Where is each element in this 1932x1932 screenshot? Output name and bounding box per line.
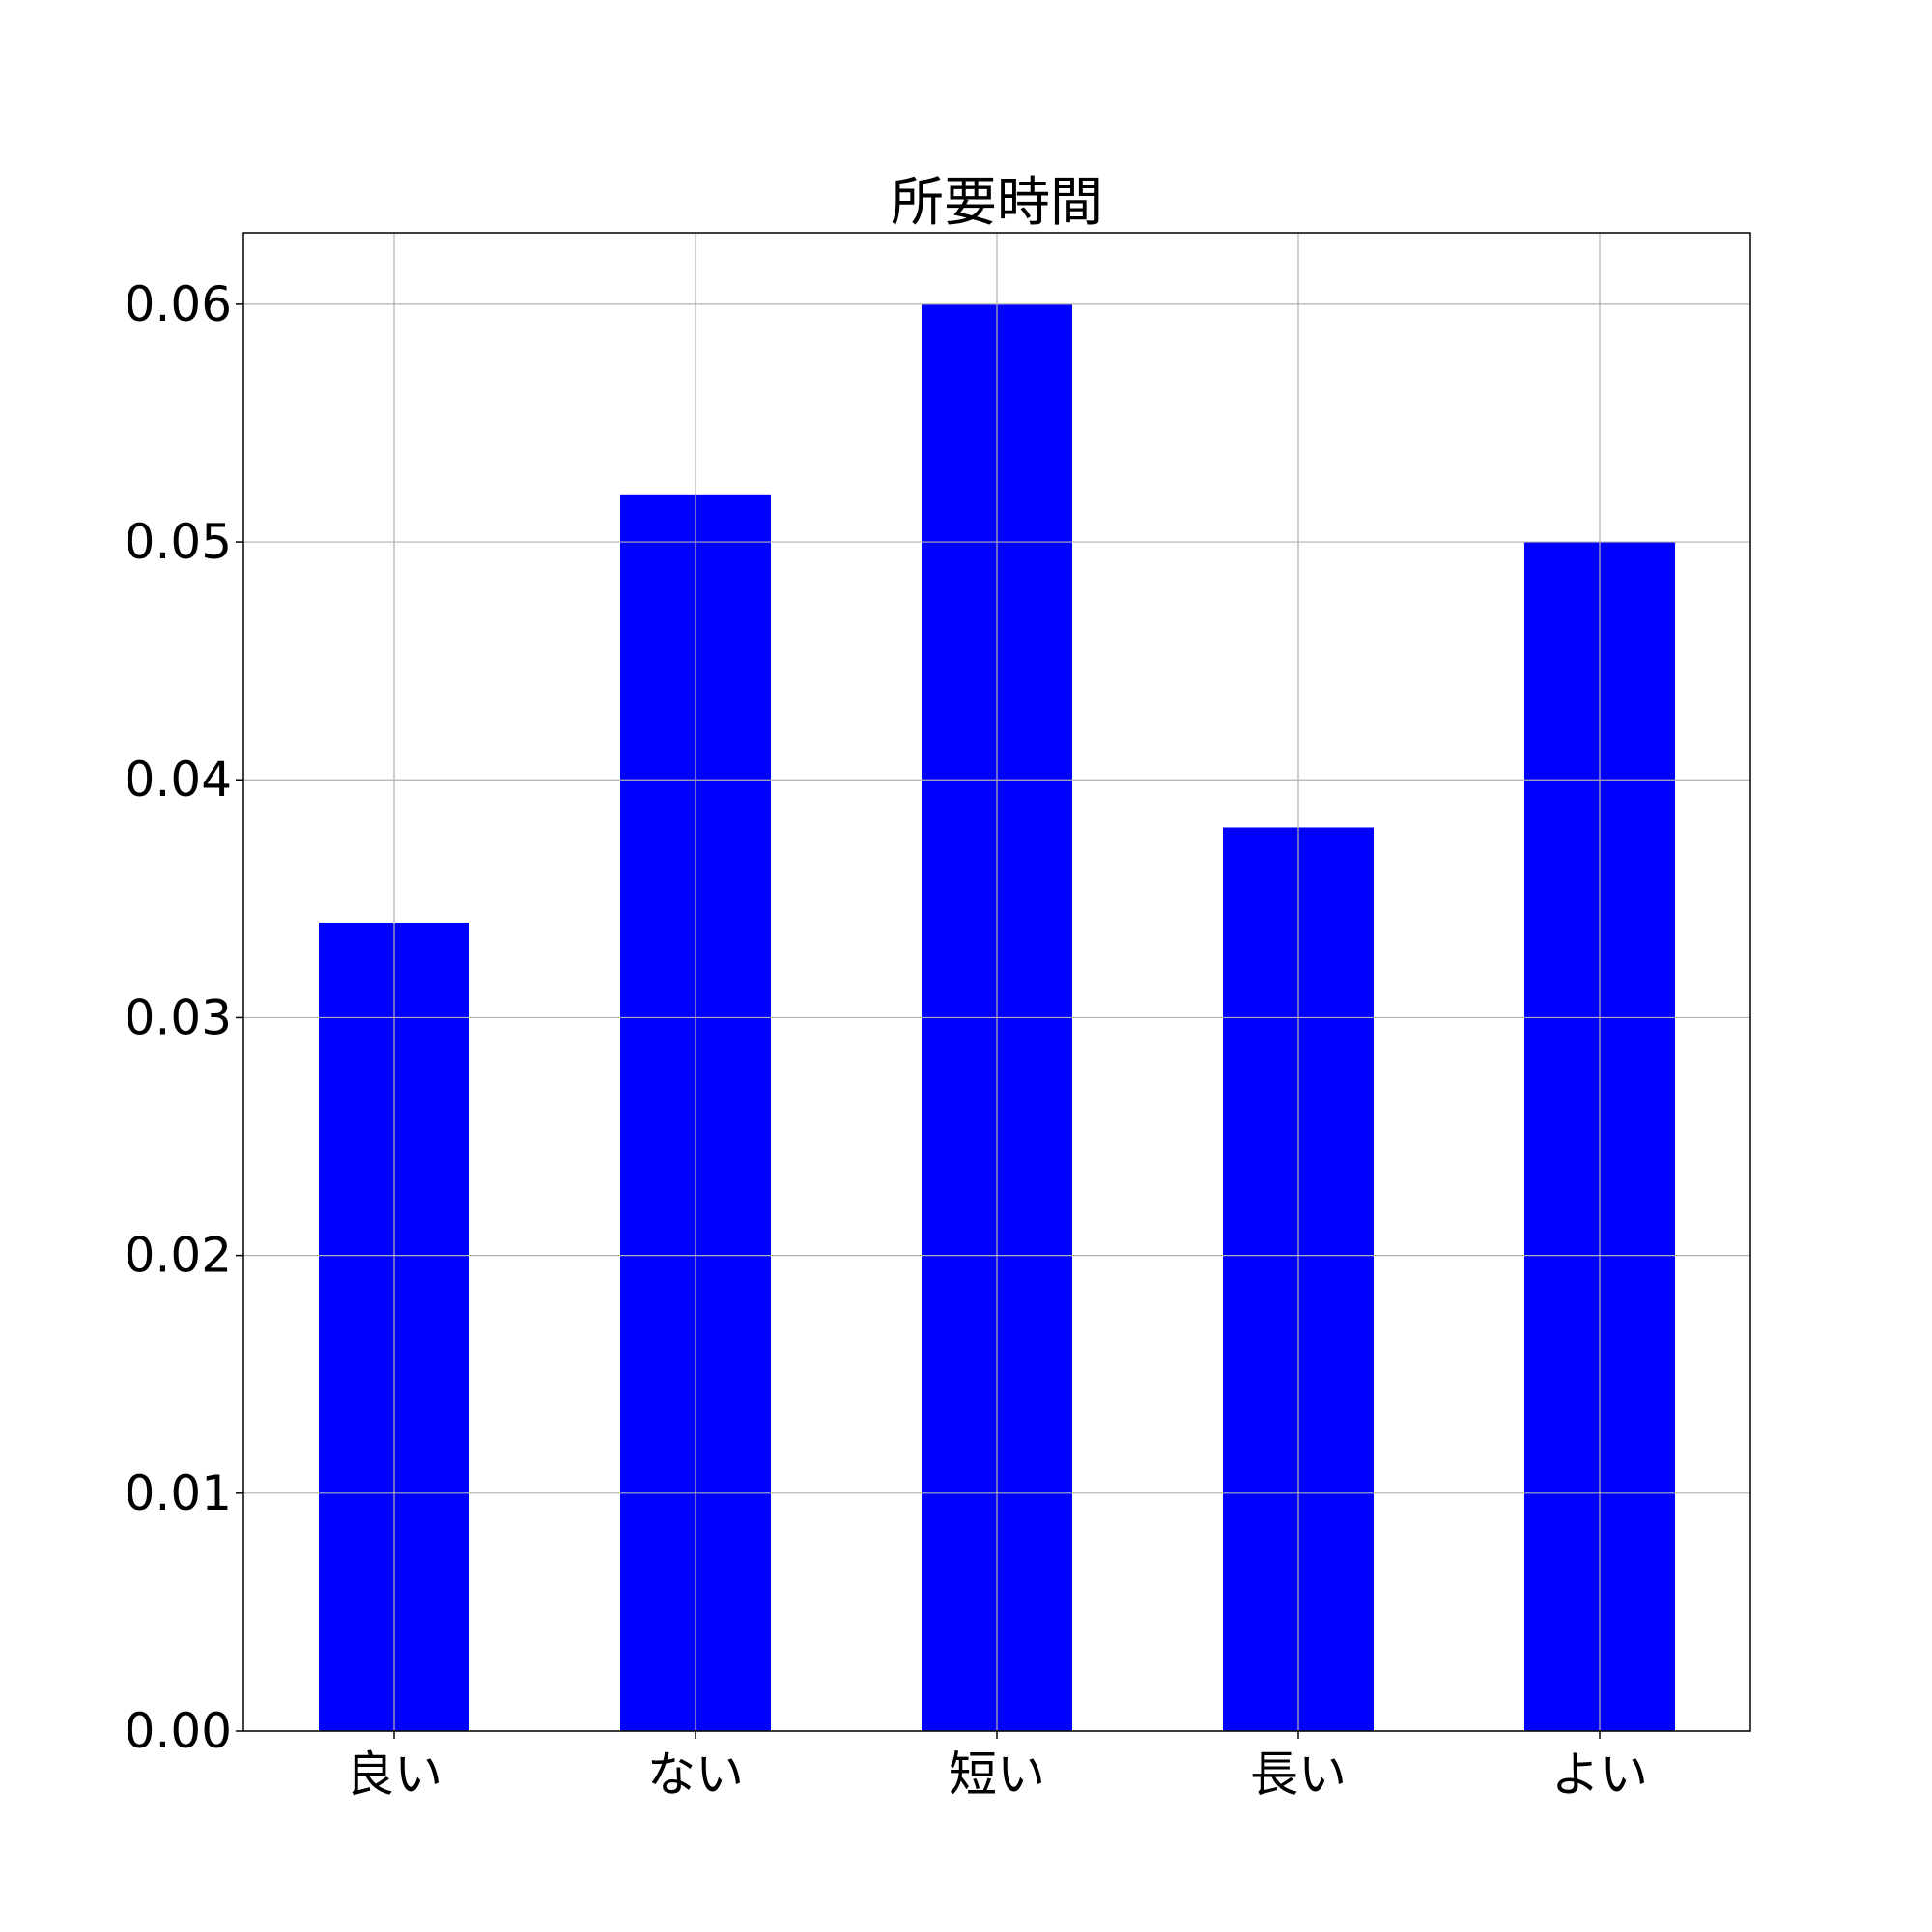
y-tick-label: 0.03 xyxy=(125,989,232,1045)
x-tick-label: よい xyxy=(1551,1747,1648,1803)
x-axis-ticks: 良い ない 短い 長い よい xyxy=(346,1731,1648,1803)
x-tick-label: ない xyxy=(647,1747,744,1803)
x-tick-label: 長い xyxy=(1250,1747,1347,1803)
y-tick-label: 0.05 xyxy=(125,514,232,570)
y-tick-label: 0.01 xyxy=(125,1465,232,1521)
y-tick-label: 0.06 xyxy=(125,276,232,332)
y-tick-label: 0.00 xyxy=(125,1703,232,1759)
chart-title: 所要時間 xyxy=(891,171,1103,233)
x-tick-label: 短い xyxy=(949,1747,1045,1803)
y-tick-label: 0.02 xyxy=(125,1228,232,1284)
x-tick-label: 良い xyxy=(346,1747,442,1803)
y-axis-ticks: 0.00 0.01 0.02 0.03 0.04 0.05 0.06 xyxy=(125,276,243,1759)
y-tick-label: 0.04 xyxy=(125,752,232,808)
